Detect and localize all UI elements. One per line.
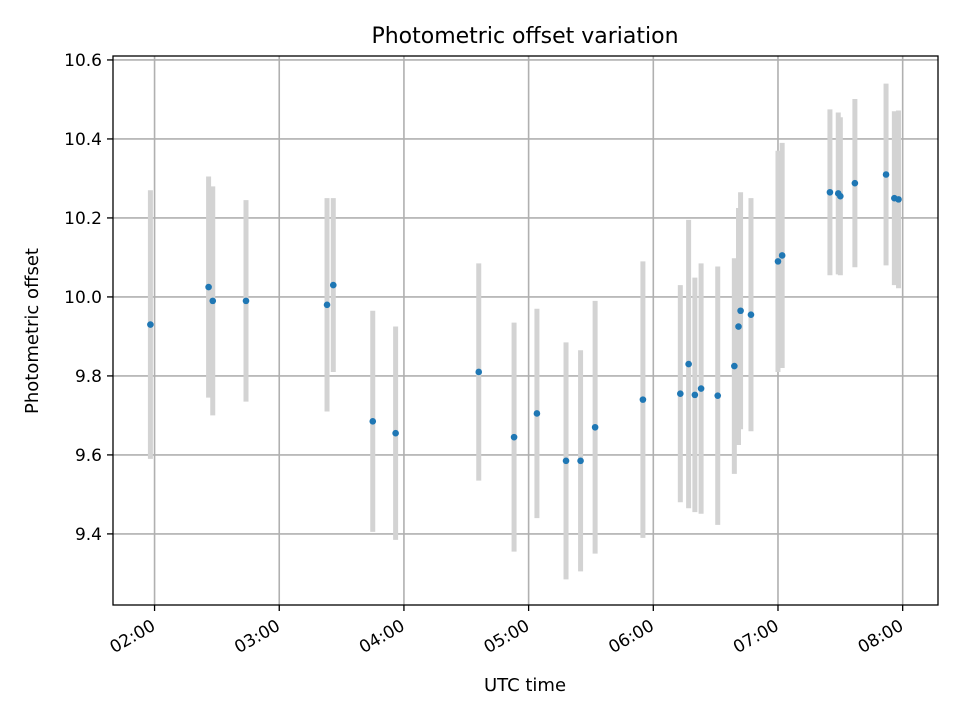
x-tick-label: 05:00	[481, 616, 533, 658]
y-tick-label: 9.8	[75, 367, 102, 387]
data-point	[826, 188, 834, 196]
data-point	[697, 385, 705, 392]
data-point	[533, 410, 541, 417]
y-tick-label: 10.4	[64, 130, 102, 150]
data-point	[323, 301, 331, 309]
grid-lines	[113, 56, 938, 605]
data-point	[774, 258, 782, 265]
data-point	[685, 360, 692, 368]
data-point	[737, 307, 744, 315]
x-tick-label: 07:00	[730, 616, 782, 658]
x-tick-label: 08:00	[855, 616, 907, 658]
y-tick-label: 10.2	[64, 209, 102, 229]
x-tick-label: 04:00	[356, 616, 408, 658]
y-tick-label: 9.6	[75, 446, 102, 466]
data-point	[242, 297, 250, 305]
data-point	[731, 362, 738, 370]
y-tick-label: 9.4	[75, 525, 102, 545]
data-point	[205, 283, 212, 291]
data-point	[591, 423, 599, 431]
y-axis: 9.4 9.6 9.8 10.0 10.2 10.4 10.6	[64, 51, 113, 545]
data-point	[329, 281, 337, 289]
data-point	[895, 196, 902, 203]
x-axis-label: UTC time	[484, 675, 566, 696]
data-point	[837, 192, 844, 200]
data-point	[735, 323, 742, 330]
x-tick-label: 03:00	[231, 616, 283, 658]
x-tick-label: 06:00	[605, 616, 657, 658]
plot-frame	[112, 55, 939, 606]
y-tick-label: 10.6	[64, 51, 102, 71]
data-point	[562, 457, 570, 465]
data-point	[369, 418, 377, 425]
data-point	[577, 457, 584, 465]
data-point	[510, 433, 518, 441]
y-tick-label: 10.0	[64, 288, 102, 308]
data-point	[639, 396, 647, 403]
data-point	[778, 252, 786, 259]
data-point	[714, 392, 722, 399]
data-point	[209, 297, 217, 305]
data-point	[851, 179, 859, 187]
data-point	[475, 368, 483, 376]
data-points	[147, 171, 902, 465]
x-tick-label: 02:00	[107, 616, 159, 658]
error-bars	[147, 83, 902, 580]
data-point	[882, 171, 890, 178]
chart-title: Photometric offset variation	[371, 24, 678, 49]
x-axis: 02:00 03:00 04:00 05:00 06:00 07:00 08:00	[107, 605, 907, 658]
data-point	[392, 429, 399, 437]
data-point	[747, 311, 755, 319]
y-axis-label: Photometric offset	[22, 248, 43, 414]
data-point	[677, 390, 684, 397]
data-point	[691, 391, 699, 399]
data-point	[147, 321, 154, 328]
